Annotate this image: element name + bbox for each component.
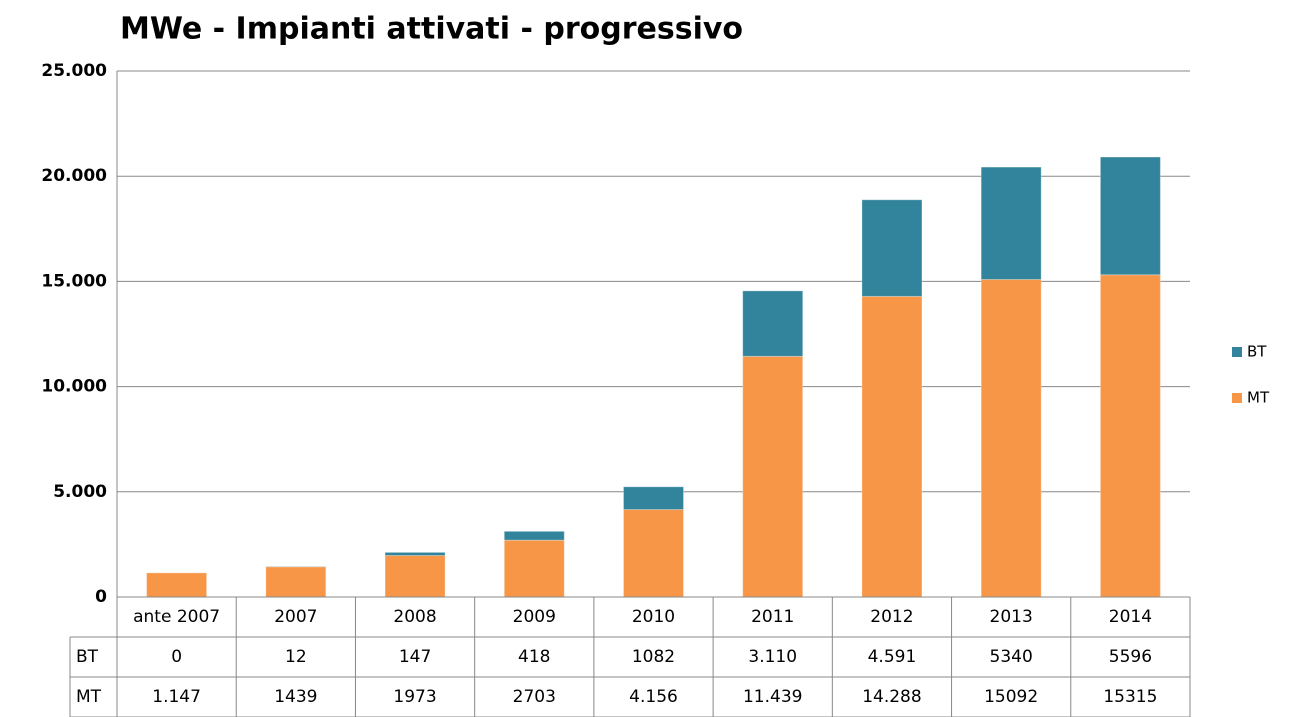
table-value: 1.147: [152, 687, 201, 707]
bar-segment: [623, 486, 684, 511]
table-row-label: BT: [76, 647, 99, 667]
table-value: 147: [399, 647, 431, 667]
legend-swatch: [1232, 347, 1242, 357]
x-tick-label: ante 2007: [133, 607, 220, 627]
y-tick-label: 5.000: [53, 482, 107, 502]
x-tick-label: 2007: [274, 607, 317, 627]
table-value: 5596: [1109, 647, 1152, 667]
bar-segment: [384, 551, 446, 556]
bar-segment: [623, 509, 684, 598]
legend-swatch: [1232, 393, 1242, 403]
table-value: 418: [518, 647, 550, 667]
table-value: 15315: [1103, 687, 1157, 707]
bar-segment: [861, 295, 923, 598]
bar-segment: [980, 166, 1042, 280]
x-tick-label: 2011: [751, 607, 794, 627]
x-tick-label: 2014: [1109, 607, 1152, 627]
bar-segment: [1099, 274, 1161, 598]
table-value: 15092: [984, 687, 1038, 707]
bar-segment: [503, 530, 565, 541]
x-tick-label: 2012: [870, 607, 913, 627]
chart-title: MWe - Impianti attivati - progressivo: [120, 12, 743, 47]
x-tick-label: 2010: [632, 607, 675, 627]
legend-label: BT: [1247, 343, 1267, 361]
y-tick-label: 25.000: [41, 61, 107, 81]
table-value: 4.156: [629, 687, 678, 707]
table-value: 1973: [393, 687, 436, 707]
table-value: 4.591: [868, 647, 917, 667]
bar-segment: [384, 554, 446, 598]
y-tick-label: 20.000: [41, 166, 107, 186]
table-row-label: MT: [76, 687, 102, 707]
table-value: 2703: [513, 687, 556, 707]
bar-segment: [742, 355, 804, 598]
bar-segment: [146, 572, 208, 598]
table-value: 14.288: [862, 687, 921, 707]
bar-segment: [1099, 156, 1161, 276]
table-value: 1082: [632, 647, 675, 667]
table-value: 3.110: [748, 647, 797, 667]
bar-segment: [503, 539, 565, 598]
table-value: 11.439: [743, 687, 802, 707]
bar-segment: [742, 290, 804, 357]
x-tick-label: 2008: [393, 607, 436, 627]
bar-segment: [861, 199, 923, 297]
table-value: 5340: [990, 647, 1033, 667]
x-tick-label: 2009: [513, 607, 556, 627]
y-tick-label: 0: [95, 587, 107, 607]
bar-segment: [980, 278, 1042, 598]
y-tick-label: 15.000: [41, 271, 107, 291]
table-value: 0: [171, 647, 182, 667]
bar-segment: [265, 566, 327, 598]
table-value: 12: [285, 647, 307, 667]
x-tick-label: 2013: [990, 607, 1033, 627]
y-tick-label: 10.000: [41, 377, 107, 397]
legend-label: MT: [1247, 389, 1270, 407]
table-value: 1439: [274, 687, 317, 707]
